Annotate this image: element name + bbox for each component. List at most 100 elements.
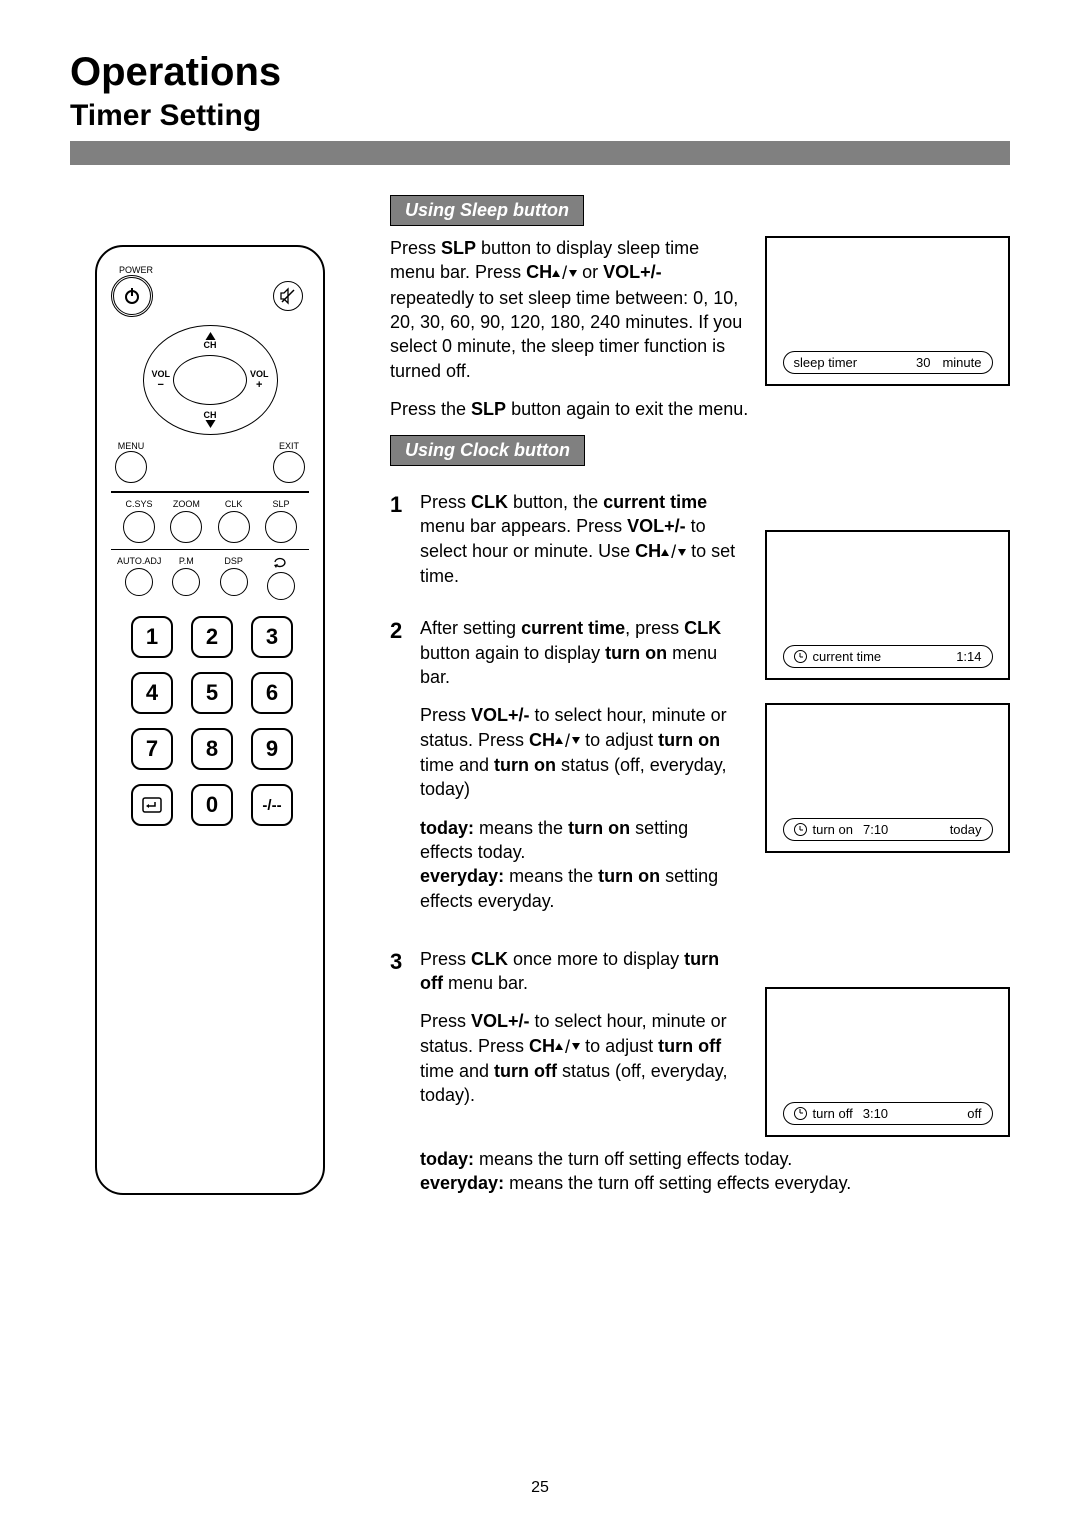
ch-up-label: CH (204, 340, 217, 350)
dash-button[interactable]: -/-- (251, 784, 293, 826)
menu-button[interactable] (115, 451, 147, 483)
vol-minus-label-bot: − (152, 379, 171, 391)
osd-turn-on-label: turn on (813, 822, 853, 837)
slp-button[interactable] (265, 511, 297, 543)
digit-3-button[interactable]: 3 (251, 616, 293, 658)
vol-up-button[interactable]: VOL+ (250, 369, 269, 391)
dsp-button[interactable] (220, 568, 248, 596)
clock-step-3-detail: Press VOL+/- to select hour, minute or s… (390, 1009, 745, 1107)
sleep-heading: Using Sleep button (390, 195, 584, 226)
ch-down-button[interactable]: CH (204, 410, 217, 428)
clock-heading: Using Clock button (390, 435, 585, 466)
osd-turn-on-status: today (950, 822, 982, 837)
clock-icon (794, 650, 807, 663)
dpad: CH CH VOL− VOL+ (143, 325, 278, 435)
mute-button[interactable] (273, 281, 303, 311)
page-title: Operations (70, 50, 1010, 95)
clock-icon (794, 1107, 807, 1120)
osd-turn-on-value: 7:10 (863, 822, 888, 837)
autoadj-button[interactable] (125, 568, 153, 596)
digit-8-button[interactable]: 8 (191, 728, 233, 770)
triangle-down-icon (572, 1043, 580, 1050)
ch-up-button[interactable]: CH (204, 332, 217, 350)
triangle-up-icon (552, 270, 560, 277)
step-2-number: 2 (390, 616, 410, 689)
triangle-down-icon (569, 270, 577, 277)
osd-current-time: current time 1:14 (765, 530, 1010, 680)
remote-control: POWER CH CH VOL− VOL+ (95, 245, 325, 1195)
osd-turn-off-value: 3:10 (863, 1106, 888, 1121)
osd-sleep-unit: minute (942, 355, 981, 370)
clock-today-def: today: means the turn on setting effects… (390, 816, 745, 913)
osd-turn-off-status: off (967, 1106, 981, 1121)
power-button[interactable] (111, 275, 153, 317)
osd-sleep-value: 30 (916, 355, 930, 370)
dpad-center[interactable] (173, 355, 247, 405)
slp-label: SLP (259, 499, 303, 509)
vol-plus-label-bot: + (250, 379, 269, 391)
step-1-number: 1 (390, 490, 410, 588)
clock-icon (794, 823, 807, 836)
loop-button[interactable] (267, 572, 295, 600)
digit-0-button[interactable]: 0 (191, 784, 233, 826)
page-number: 25 (531, 1479, 549, 1497)
digit-9-button[interactable]: 9 (251, 728, 293, 770)
dsp-label: DSP (212, 556, 256, 566)
step-3-number: 3 (390, 947, 410, 996)
zoom-button[interactable] (170, 511, 202, 543)
osd-turn-off-pill: turn off 3:10 off (783, 1102, 993, 1125)
sleep-paragraph-1: Press SLP button to display sleep time m… (390, 236, 745, 383)
clock-step-3-defs: today: means the turn off setting effect… (390, 1147, 1010, 1196)
digit-1-button[interactable]: 1 (131, 616, 173, 658)
return-icon (141, 796, 163, 814)
return-button[interactable] (131, 784, 173, 826)
digit-7-button[interactable]: 7 (131, 728, 173, 770)
pm-button[interactable] (172, 568, 200, 596)
exit-button[interactable] (273, 451, 305, 483)
triangle-up-icon (555, 1043, 563, 1050)
osd-sleep-label: sleep timer (794, 355, 858, 370)
triangle-down-icon (678, 549, 686, 556)
remote-divider (111, 491, 309, 493)
osd-turn-off-label: turn off (813, 1106, 853, 1121)
clk-label: CLK (212, 499, 256, 509)
osd-current-time-label: current time (813, 649, 882, 664)
osd-turn-off: turn off 3:10 off (765, 987, 1010, 1137)
digit-5-button[interactable]: 5 (191, 672, 233, 714)
page-subtitle: Timer Setting (70, 99, 1010, 133)
power-icon (122, 286, 142, 306)
vol-down-button[interactable]: VOL− (152, 369, 171, 391)
pm-label: P.M (164, 556, 208, 566)
clk-button[interactable] (218, 511, 250, 543)
number-pad: 1 2 3 4 5 6 7 8 9 0 -/-- (111, 604, 309, 826)
ch-down-label: CH (204, 410, 217, 420)
clock-step-2: 2 After setting current time, press CLK … (390, 616, 745, 689)
loop-label (259, 556, 303, 570)
mute-icon (279, 287, 297, 305)
loop-icon (272, 556, 290, 568)
clock-step-1: 1 Press CLK button, the current time men… (390, 490, 745, 588)
csys-button[interactable] (123, 511, 155, 543)
vol-minus-label-top: VOL (152, 369, 171, 379)
csys-label: C.SYS (117, 499, 161, 509)
digit-4-button[interactable]: 4 (131, 672, 173, 714)
zoom-label: ZOOM (164, 499, 208, 509)
digit-2-button[interactable]: 2 (191, 616, 233, 658)
osd-current-time-value: 1:14 (956, 649, 981, 664)
menu-label: MENU (115, 441, 147, 451)
osd-current-time-pill: current time 1:14 (783, 645, 993, 668)
clock-step-2-detail: Press VOL+/- to select hour, minute or s… (390, 703, 745, 801)
clock-step-3: 3 Press CLK once more to display turn of… (390, 947, 745, 996)
sleep-paragraph-2: Press the SLP button again to exit the m… (390, 397, 1010, 421)
remote-divider-2 (111, 549, 309, 551)
vol-plus-label-top: VOL (250, 369, 269, 379)
divider-bar (70, 141, 1010, 165)
power-label: POWER (111, 265, 309, 275)
digit-6-button[interactable]: 6 (251, 672, 293, 714)
osd-sleep-timer: sleep timer 30 minute (765, 236, 1010, 386)
triangle-down-icon (572, 737, 580, 744)
osd-turn-on: turn on 7:10 today (765, 703, 1010, 853)
osd-turn-on-pill: turn on 7:10 today (783, 818, 993, 841)
autoadj-label: AUTO.ADJ (117, 556, 161, 566)
triangle-up-icon (661, 549, 669, 556)
